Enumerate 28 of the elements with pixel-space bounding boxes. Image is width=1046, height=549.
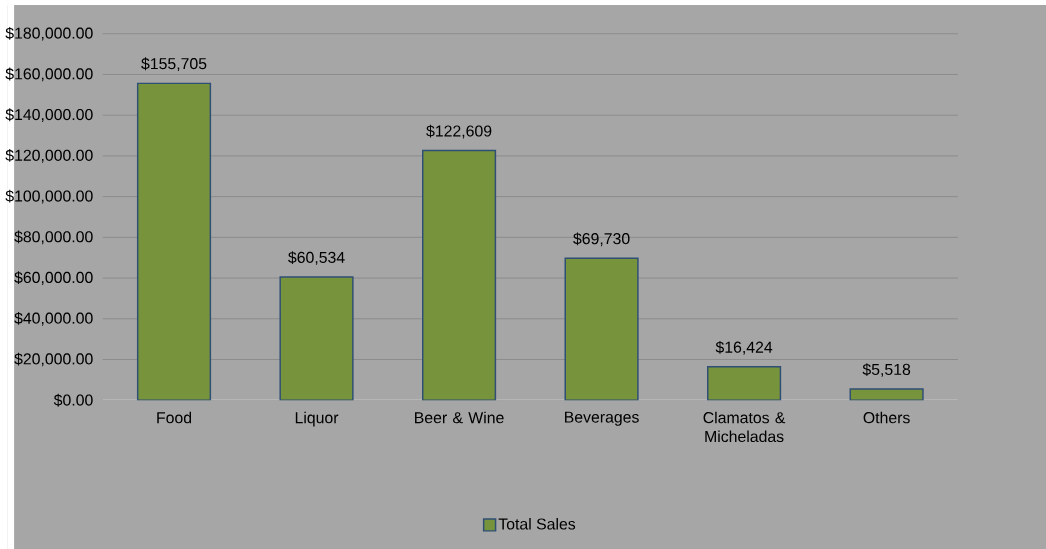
y-tick-label: $20,000.00 [14, 352, 93, 367]
legend-label: Total Sales [498, 517, 576, 530]
y-tick-label: $120,000.00 [5, 148, 93, 163]
data-label: $69,730 [573, 232, 630, 247]
y-tick-label: $180,000.00 [5, 26, 93, 41]
y-tick-label: $40,000.00 [14, 311, 93, 326]
x-tick-label: Food [157, 411, 192, 424]
data-label: $60,534 [288, 251, 345, 265]
x-tick-label: Liquor [295, 411, 339, 427]
x-tick-label: Others [863, 411, 910, 424]
y-tick-label: $80,000.00 [14, 230, 93, 245]
y-tick-label: $0.00 [53, 393, 93, 407]
x-tick-label: Clamatos & Micheladas [703, 411, 786, 442]
data-label: $122,609 [426, 124, 492, 139]
x-tick-label: Beer & Wine [415, 411, 504, 424]
bar [564, 257, 639, 401]
y-tick-label: $140,000.00 [5, 108, 93, 122]
bar [136, 82, 212, 401]
data-label: $16,424 [715, 340, 773, 355]
bar [707, 365, 782, 401]
bar [279, 276, 354, 401]
bar [421, 149, 497, 401]
y-tick-label: $60,000.00 [14, 271, 93, 285]
x-tick-label: Beverages [565, 411, 639, 426]
y-tick-label: $160,000.00 [5, 67, 93, 82]
data-label: $5,518 [862, 363, 911, 377]
y-tick-label: $100,000.00 [5, 189, 93, 204]
data-label: $155,705 [141, 57, 207, 71]
